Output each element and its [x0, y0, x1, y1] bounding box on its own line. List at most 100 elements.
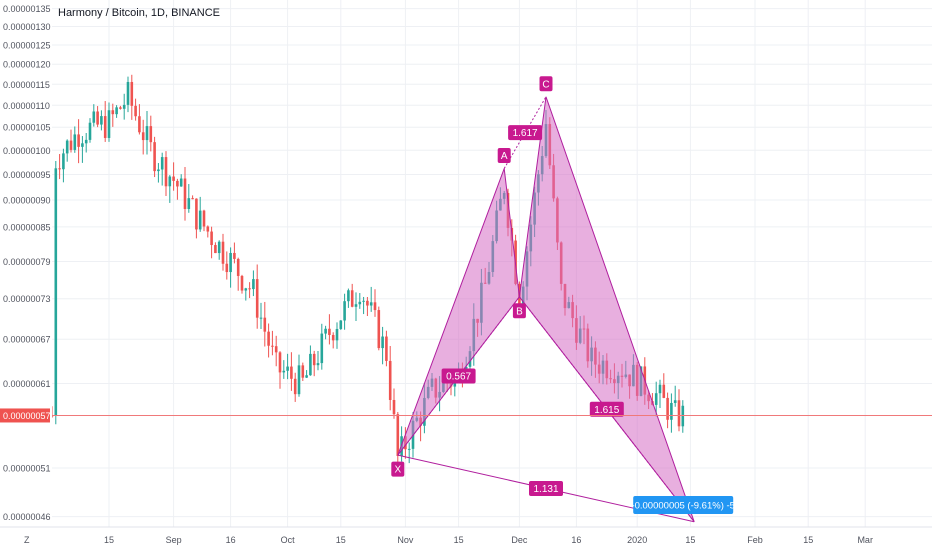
candle-body — [126, 81, 130, 105]
pattern-ratio-bd-text: 1.615 — [594, 405, 619, 416]
candle-body — [673, 400, 677, 403]
candle-body — [681, 405, 685, 427]
candle-body — [654, 393, 658, 405]
candle-body — [377, 310, 381, 349]
candle-body — [157, 169, 160, 172]
candle-body — [191, 198, 194, 200]
candle-body — [271, 345, 274, 347]
candle-body — [58, 168, 61, 170]
pattern-ratio-bd-bg — [589, 401, 624, 417]
time-axis-label: 2020 — [627, 535, 647, 545]
candle-body — [84, 139, 88, 144]
pattern-ratio-xb-bg — [441, 368, 476, 384]
pattern-point-a-bg — [497, 148, 511, 164]
candle-body — [278, 352, 282, 373]
time-axis-label: 15 — [685, 535, 695, 545]
pattern-point-b-bg — [512, 303, 526, 319]
candle-body — [320, 333, 324, 364]
candle-body — [187, 198, 191, 209]
time-axis-label: Mar — [857, 535, 873, 545]
candle-body — [354, 304, 358, 307]
candle-body — [381, 336, 384, 349]
candle-body — [149, 126, 153, 143]
time-axis-label: 15 — [454, 535, 464, 545]
candle-body — [115, 107, 118, 115]
price-axis-label: 0.00000095 — [3, 170, 51, 180]
candle-body — [252, 279, 255, 290]
candle-body — [225, 263, 229, 273]
candle-body — [103, 116, 107, 138]
candle-body — [662, 384, 666, 398]
time-axis-label: Nov — [397, 535, 414, 545]
candle-body — [347, 290, 350, 302]
candle-body — [210, 231, 213, 246]
candle-body — [96, 111, 99, 125]
candle-body — [217, 241, 221, 254]
pattern-line-bd — [519, 296, 695, 523]
candle-body — [107, 110, 111, 138]
candle-body — [202, 210, 206, 227]
price-axis-label: 0.00000110 — [3, 101, 50, 111]
time-axis-label: 15 — [104, 535, 114, 545]
pattern-point-a-text: A — [501, 151, 508, 162]
candle-body — [324, 328, 327, 334]
symbol-title: Harmony / Bitcoin, 1D, BINANCE — [58, 7, 220, 19]
pattern-point-x-text: X — [394, 465, 401, 476]
candle-body — [290, 366, 293, 379]
candle-body — [176, 180, 179, 187]
candle-body — [366, 300, 369, 306]
candle-body — [305, 375, 308, 378]
candle-body — [297, 365, 301, 395]
time-axis: 15 Sep 16 Oct 15 Nov 15 Dec 16 2020 15 Feb 15 Mar Z — [0, 526, 932, 545]
pattern-ratio-ac-bg — [508, 125, 543, 141]
pattern-line-xb — [397, 296, 520, 456]
measure-tooltip-bg — [633, 495, 734, 514]
price-axis: 0.00000135 0.00000130 0.00000125 0.00000120… — [0, 0, 52, 550]
candle-body — [62, 153, 65, 170]
last-price-tag-bg — [0, 408, 50, 423]
candle-body — [206, 226, 210, 232]
time-axis-label: Dec — [511, 535, 528, 545]
pattern-ratio-bd: 1.615 — [589, 401, 624, 417]
candle-body — [328, 328, 331, 335]
candle-body — [358, 301, 362, 305]
candle-body — [160, 157, 164, 170]
pattern-point-x-bg — [391, 461, 405, 477]
candle-body — [396, 414, 400, 456]
candle-body — [172, 176, 175, 181]
pattern-point-c-text: C — [542, 79, 549, 90]
candle-body — [134, 105, 137, 117]
candle-body — [119, 107, 122, 109]
pattern-ratio-xb-text: 0.567 — [446, 371, 471, 382]
pattern-triangle-bcd — [518, 96, 695, 523]
price-axis-label: 0.00000105 — [3, 123, 51, 133]
candle-body — [259, 317, 263, 319]
pattern-point-c-bg — [539, 76, 553, 92]
candle-body — [255, 279, 259, 318]
pattern-ratio-xd: 1.131 — [529, 480, 563, 496]
price-axis-label: 0.00000125 — [3, 40, 51, 50]
candle-body — [141, 132, 145, 141]
price-axis-label: 0.00000120 — [3, 60, 51, 70]
price-axis-label: 0.00000073 — [3, 294, 51, 304]
price-axis-label: 0.00000061 — [3, 379, 51, 389]
candle-body — [244, 288, 248, 291]
candle-body — [100, 116, 103, 125]
candle-body — [407, 448, 411, 450]
candle-body — [145, 126, 149, 141]
price-axis-label: 0.00000100 — [3, 146, 51, 156]
pattern-ratio-ac-text: 1.617 — [513, 128, 538, 139]
candle-body — [274, 346, 278, 353]
candle-body — [350, 290, 354, 307]
last-price-tag-text: 0.00000057 — [3, 411, 51, 421]
candle-body — [195, 198, 198, 230]
pattern-ratio-xd-text: 1.131 — [533, 484, 558, 495]
time-axis-corner-label: Z — [24, 535, 30, 545]
candle-body — [282, 370, 286, 373]
candle-body — [339, 320, 343, 329]
candle-body — [73, 134, 77, 150]
candle-body — [362, 300, 365, 302]
measure-tooltip: -0.00000005 (-9.61%) -5 — [631, 495, 735, 514]
candle-body — [88, 122, 92, 140]
